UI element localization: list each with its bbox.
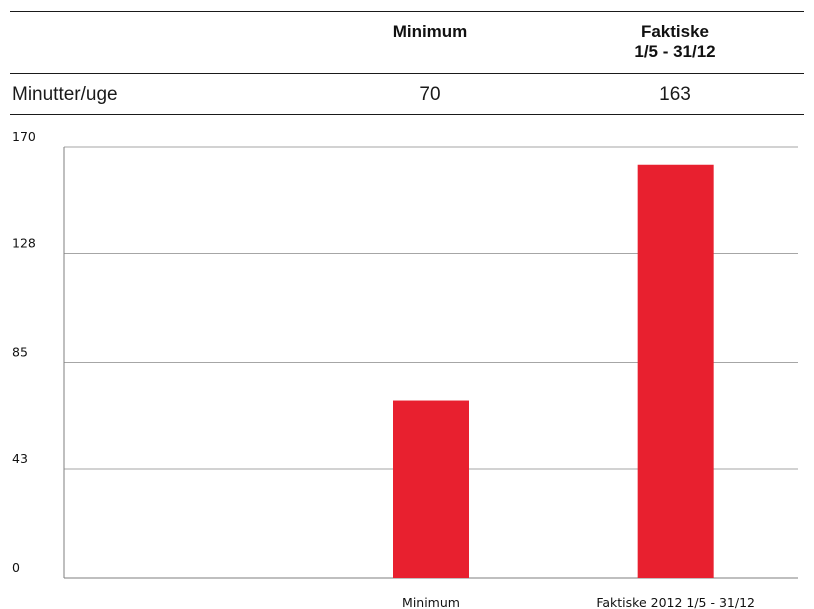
column-header-line: 1/5 - 31/12 [634, 42, 716, 61]
column-header-line: Minimum [392, 22, 468, 41]
bar [637, 164, 714, 578]
column-header-faktiske: Faktiske 1/5 - 31/12 [600, 22, 750, 62]
x-category-label: Minimum [402, 595, 460, 609]
y-tick-label: 85 [12, 345, 28, 360]
column-header-minimum: Minimum [370, 22, 490, 42]
y-tick-label: 128 [12, 235, 36, 250]
y-tick-label: 0 [12, 560, 20, 575]
table-header-rule [10, 73, 804, 74]
table-cell-minimum: 70 [419, 84, 441, 105]
x-category-label: Faktiske 2012 1/5 - 31/12 [596, 595, 755, 609]
table-bottom-rule [10, 114, 804, 115]
y-tick-label: 43 [12, 451, 28, 466]
summary-table: Minimum Faktiske 1/5 - 31/12 Minutter/ug… [0, 0, 814, 120]
row-label: Minutter/uge [12, 84, 118, 105]
y-tick-label: 170 [12, 129, 36, 144]
bar-chart: 0 43 85 128 170 Minimum Faktiske 2012 1/5 - 31… [12, 129, 798, 609]
table-top-rule [10, 11, 804, 12]
column-header-line: Faktiske [640, 22, 710, 41]
table-cell-faktiske: 163 [659, 84, 691, 105]
bar [393, 400, 469, 578]
